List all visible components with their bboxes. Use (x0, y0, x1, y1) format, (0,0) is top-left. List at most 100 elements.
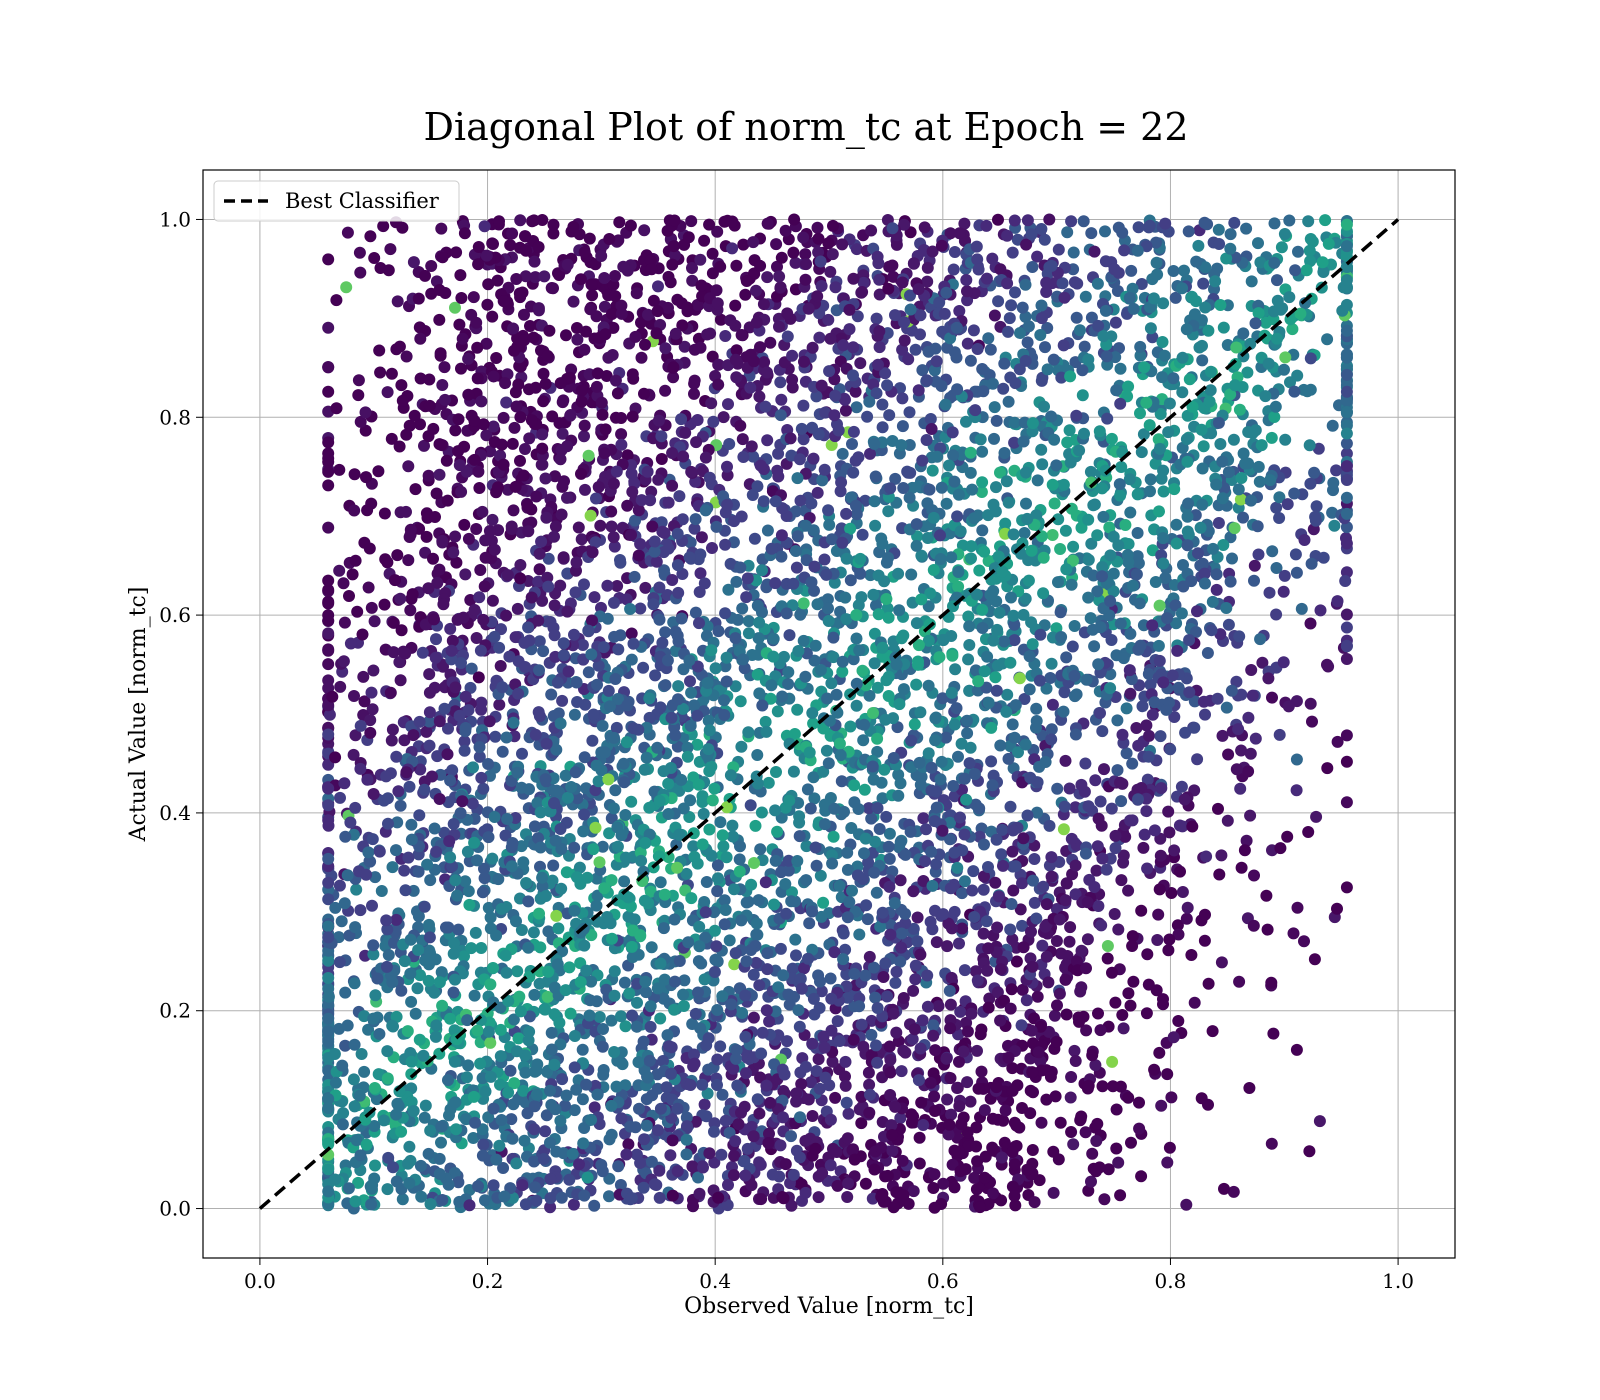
scatter-point (935, 481, 948, 494)
scatter-point (578, 808, 591, 821)
scatter-point (797, 597, 810, 610)
scatter-point (1235, 861, 1248, 874)
scatter-point (777, 1192, 790, 1205)
scatter-point (1124, 627, 1137, 640)
scatter-point (429, 1030, 442, 1043)
scatter-point (412, 944, 425, 956)
scatter-point (494, 660, 507, 672)
scatter-point (1006, 1062, 1019, 1075)
scatter-point (1008, 1190, 1021, 1202)
scatter-point (941, 940, 954, 953)
scatter-point (730, 259, 743, 272)
scatter-point (1144, 678, 1157, 691)
scatter-point (568, 904, 581, 917)
scatter-point (859, 494, 872, 507)
scatter-point (671, 1165, 684, 1178)
scatter-point (1125, 1136, 1137, 1149)
scatter-point (1171, 919, 1184, 932)
scatter-point (631, 996, 643, 1009)
scatter-point (662, 777, 675, 790)
scatter-point (615, 428, 628, 441)
scatter-point (761, 524, 774, 537)
scatter-point (1282, 700, 1295, 713)
scatter-point (1112, 923, 1125, 936)
scatter-point (470, 632, 483, 644)
scatter-point (1165, 1091, 1178, 1104)
scatter-point (451, 889, 464, 902)
scatter-point (1092, 1007, 1104, 1020)
scatter-point (908, 718, 921, 731)
scatter-point (535, 535, 548, 548)
scatter-point (1067, 1138, 1080, 1151)
scatter-point (680, 867, 693, 880)
scatter-point (893, 604, 906, 617)
scatter-point (602, 773, 615, 786)
scatter-point (577, 825, 590, 838)
scatter-point (455, 362, 467, 375)
scatter-point (528, 988, 541, 1001)
scatter-point (1099, 225, 1111, 238)
scatter-point (659, 384, 672, 397)
scatter-point (1016, 877, 1028, 890)
scatter-point (602, 351, 615, 364)
scatter-point (1226, 552, 1238, 565)
scatter-point (322, 361, 335, 374)
scatter-point (711, 859, 724, 872)
scatter-point (1167, 265, 1180, 277)
scatter-point (1161, 1156, 1174, 1169)
scatter-point (706, 794, 719, 807)
scatter-point (603, 1190, 615, 1203)
scatter-point (1153, 1046, 1166, 1059)
scatter-point (414, 1159, 427, 1172)
scatter-point (859, 969, 872, 982)
scatter-point (404, 604, 417, 617)
scatter-point (538, 270, 551, 283)
scatter-point (361, 773, 374, 786)
scatter-point (322, 447, 335, 460)
scatter-point (1283, 291, 1296, 304)
scatter-point (402, 1157, 414, 1170)
scatter-point (591, 678, 603, 691)
scatter-point (884, 1066, 897, 1079)
scatter-point (335, 915, 348, 928)
scatter-point (1048, 1009, 1061, 1022)
scatter-point (896, 392, 909, 405)
scatter-point (420, 725, 433, 738)
scatter-point (621, 449, 634, 462)
scatter-point (1248, 869, 1260, 882)
scatter-point (1137, 619, 1150, 632)
scatter-point (789, 545, 802, 557)
scatter-point (1155, 1099, 1168, 1112)
scatter-point (948, 905, 961, 918)
scatter-point (476, 886, 489, 899)
scatter-point (590, 492, 602, 505)
scatter-point (448, 937, 460, 950)
scatter-point (1222, 466, 1235, 479)
scatter-point (962, 653, 975, 666)
scatter-point (1082, 553, 1095, 566)
scatter-point (700, 876, 713, 888)
scatter-point (512, 378, 525, 391)
scatter-point (829, 281, 842, 294)
scatter-point (827, 219, 839, 232)
scatter-point (586, 734, 599, 747)
scatter-point (622, 1138, 635, 1151)
scatter-point (455, 657, 467, 669)
scatter-point (936, 824, 949, 837)
scatter-point (1002, 395, 1015, 408)
scatter-point (811, 221, 824, 234)
scatter-point (394, 674, 407, 687)
scatter-point (555, 508, 568, 521)
scatter-point (914, 328, 926, 341)
scatter-point (980, 915, 993, 928)
scatter-point (797, 399, 810, 412)
scatter-point (1094, 1024, 1107, 1037)
scatter-point (534, 941, 547, 954)
scatter-point (1340, 460, 1353, 473)
scatter-point (747, 1011, 760, 1024)
scatter-point (372, 465, 385, 478)
scatter-point (322, 814, 335, 827)
scatter-point (708, 1117, 721, 1130)
scatter-point (1199, 708, 1211, 721)
scatter-point (322, 920, 335, 933)
